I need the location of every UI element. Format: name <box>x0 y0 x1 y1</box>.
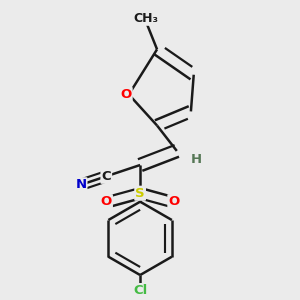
Text: Cl: Cl <box>133 284 147 297</box>
Text: S: S <box>135 187 145 200</box>
Text: O: O <box>168 195 180 208</box>
Text: CH₃: CH₃ <box>133 12 158 25</box>
Text: C: C <box>101 170 111 183</box>
Text: O: O <box>120 88 132 101</box>
Text: O: O <box>100 195 112 208</box>
Text: N: N <box>75 178 86 191</box>
Text: H: H <box>191 153 202 166</box>
